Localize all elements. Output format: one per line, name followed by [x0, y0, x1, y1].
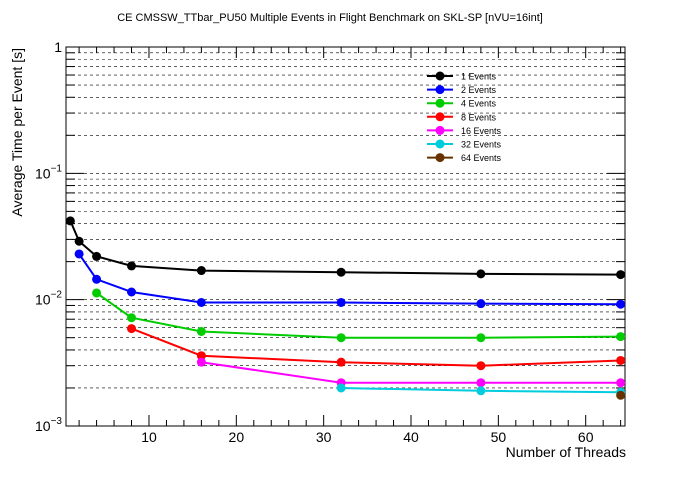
data-point [476, 386, 486, 396]
data-point [65, 216, 75, 226]
data-point [127, 287, 137, 297]
legend-marker [435, 98, 445, 108]
data-point [616, 299, 626, 309]
series-layer [65, 216, 626, 400]
legend-label: 2 Events [461, 85, 497, 95]
chart-title: CE CMSSW_TTbar_PU50 Multiple Events in F… [117, 12, 543, 24]
data-point [92, 251, 102, 261]
y-tick-label: 10−2 [35, 290, 62, 308]
data-point [476, 378, 486, 388]
axis-ticks: 1 10−1 10−2 10−3 10 20 30 40 50 60 [35, 39, 625, 445]
data-point [616, 332, 626, 342]
legend-entry: 1 Events [427, 71, 497, 82]
legend-marker [435, 125, 445, 135]
legend-marker [435, 85, 445, 95]
plot-frame [65, 46, 626, 427]
data-point [127, 313, 137, 323]
data-point [336, 267, 346, 277]
legend-entry: 16 Events [427, 125, 502, 136]
x-tick-label: 20 [229, 429, 245, 445]
y-tick-label: 1 [54, 39, 62, 55]
legend-label: 64 Events [461, 153, 502, 163]
data-point [127, 261, 137, 271]
series-4-events [92, 288, 626, 343]
x-tick-label: 10 [141, 429, 157, 445]
legend-entry: 8 Events [427, 112, 497, 122]
data-point [336, 357, 346, 367]
data-point [196, 357, 206, 367]
data-point [92, 288, 102, 298]
legend-label: 8 Events [461, 112, 497, 122]
legend-entry: 32 Events [427, 139, 502, 150]
x-tick-label: 30 [316, 429, 332, 445]
data-point [476, 333, 486, 343]
data-point [74, 249, 84, 259]
legend-marker [435, 112, 445, 122]
series-2-events [74, 249, 626, 309]
data-point [196, 326, 206, 336]
legend-marker [435, 71, 445, 81]
data-point [476, 269, 486, 279]
legend-entry: 64 Events [427, 153, 502, 163]
data-point [476, 299, 486, 309]
legend-marker [435, 139, 445, 149]
data-point [616, 355, 626, 365]
legend: 1 Events 2 Events 4 Events 8 Events 16 Event… [427, 71, 502, 163]
legend-marker [435, 153, 445, 163]
data-point [196, 266, 206, 276]
data-point [336, 333, 346, 343]
series-8-events [127, 324, 626, 371]
y-tick-label: 10−3 [35, 416, 62, 434]
legend-entry: 4 Events [427, 98, 497, 109]
x-tick-label: 40 [403, 429, 419, 445]
x-axis-label: Number of Threads [506, 444, 626, 460]
series-64-events [616, 390, 626, 400]
data-point [616, 390, 626, 400]
series-line [96, 292, 621, 339]
series-line [201, 361, 621, 384]
legend-label: 32 Events [461, 140, 502, 150]
series-1-events [65, 216, 626, 280]
data-point [476, 361, 486, 371]
data-point [74, 236, 84, 246]
y-axis-label: Average Time per Event [s] [9, 48, 25, 217]
data-point [196, 297, 206, 307]
data-point [196, 351, 206, 361]
data-point [336, 383, 346, 393]
legend-label: 4 Events [461, 99, 497, 109]
series-16-events [196, 357, 626, 388]
grid [66, 52, 625, 427]
data-point [92, 274, 102, 284]
legend-label: 1 Events [461, 72, 497, 82]
data-point [336, 297, 346, 307]
y-tick-label: 10−1 [35, 163, 62, 181]
data-point [616, 378, 626, 388]
legend-entry: 2 Events [427, 85, 497, 95]
series-line [69, 220, 621, 276]
legend-label: 16 Events [461, 126, 502, 136]
data-point [127, 324, 137, 334]
x-tick-label: 60 [578, 429, 594, 445]
data-point [616, 270, 626, 280]
x-tick-label: 50 [491, 429, 507, 445]
